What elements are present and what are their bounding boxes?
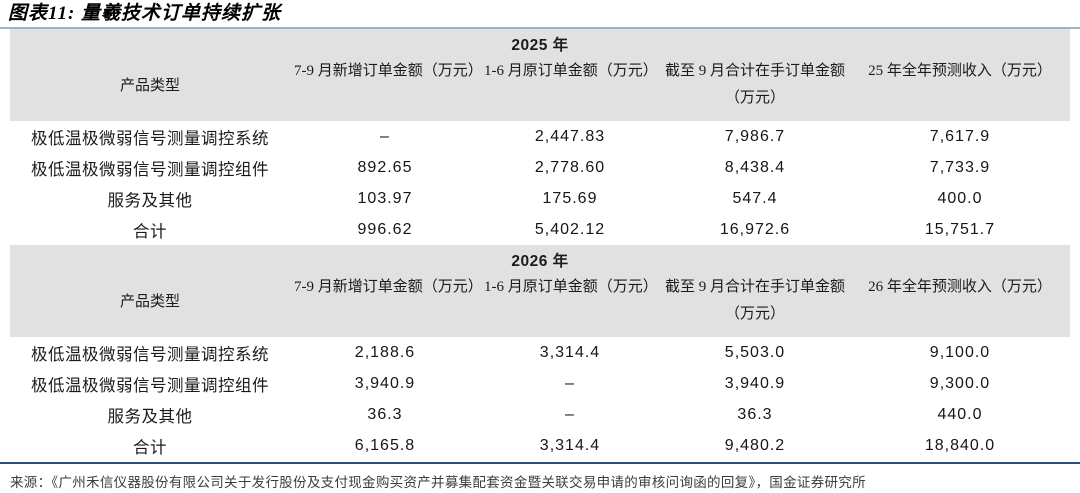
product-type-cell: 合计 [133,221,167,241]
new-orders-cell: 892.65 [357,158,413,176]
table-row: 极低温极微弱信号测量调控系统 2,188.6 3,314.4 5,503.0 9… [10,337,1070,368]
product-type-cell: 极低温极微弱信号测量调控系统 [31,344,269,364]
new-orders-cell: 103.97 [357,189,413,207]
product-type-cell: 极低温极微弱信号测量调控组件 [31,159,269,179]
forecast-revenue-cell: 7,617.9 [929,127,991,145]
column-header-on-hand-orders: 截至 9 月合计在手订单金额（万元） [664,279,845,322]
forecast-revenue-cell: 9,300.0 [929,374,991,392]
table-row: 极低温极微弱信号测量调控系统 – 2,447.83 7,986.7 7,617.… [10,121,1070,152]
column-header-label: 产品类型 [119,293,180,310]
column-header-row: 产品类型 7-9 月新增订单金额（万元） 1-6 月原订单金额（万元） 截至 9… [10,58,1070,114]
product-type-cell: 合计 [133,437,167,457]
original-orders-cell: – [565,405,575,423]
new-orders-cell: 6,165.8 [354,436,416,454]
table-row-total: 合计 996.62 5,402.12 16,972.6 15,751.7 [10,214,1070,245]
forecast-revenue-cell: 9,100.0 [929,343,991,361]
forecast-revenue-cell: 400.0 [937,189,983,207]
table-body-2025: 极低温极微弱信号测量调控系统 – 2,447.83 7,986.7 7,617.… [10,121,1070,245]
new-orders-cell: 3,940.9 [354,374,416,392]
forecast-revenue-cell: 15,751.7 [924,220,996,238]
on-hand-orders-cell: 36.3 [737,405,773,423]
column-header-product: 产品类型 [10,58,290,114]
figure-title: 图表11: 量羲技术订单持续扩张 [8,3,282,24]
header-band-2026: 2026 年 产品类型 7-9 月新增订单金额（万元） 1-6 月原订单金额（万… [10,245,1070,337]
product-type-cell: 极低温极微弱信号测量调控系统 [31,128,269,148]
original-orders-cell: – [565,374,575,392]
on-hand-orders-cell: 7,986.7 [724,127,786,145]
table-row: 极低温极微弱信号测量调控组件 892.65 2,778.60 8,438.4 7… [10,152,1070,183]
original-orders-cell: 2,447.83 [534,127,606,145]
report-figure: 图表11: 量羲技术订单持续扩张 2025 年 产品类型 7-9 月新增订单金额… [0,3,1080,493]
title-divider [0,27,1080,29]
original-orders-cell: 3,314.4 [539,436,601,454]
table-body-2026: 极低温极微弱信号测量调控系统 2,188.6 3,314.4 5,503.0 9… [10,337,1070,461]
on-hand-orders-cell: 5,503.0 [724,343,786,361]
new-orders-cell: 36.3 [367,405,403,423]
column-header-product: 产品类型 [10,274,290,330]
year-label-2026: 2026 年 [511,253,569,270]
column-header-forecast-revenue: 25 年全年预测收入（万元） [868,63,1052,79]
forecast-revenue-cell: 440.0 [937,405,983,423]
year-label-2025: 2025 年 [511,37,569,54]
column-header-label: 产品类型 [119,77,180,94]
table-row: 极低温极微弱信号测量调控组件 3,940.9 – 3,940.9 9,300.0 [10,368,1070,399]
source-note: 来源：《广州禾信仪器股份有限公司关于发行股份及支付现金购买资产并募集配套资金暨关… [10,475,866,490]
new-orders-cell: – [380,127,390,145]
forecast-revenue-cell: 7,733.9 [929,158,991,176]
on-hand-orders-cell: 3,940.9 [724,374,786,392]
table-row: 服务及其他 36.3 – 36.3 440.0 [10,399,1070,430]
column-header-new-orders: 7-9 月新增订单金额（万元） [294,63,483,79]
column-header-forecast-revenue: 26 年全年预测收入（万元） [868,279,1052,295]
on-hand-orders-cell: 8,438.4 [724,158,786,176]
forecast-revenue-cell: 18,840.0 [924,436,996,454]
product-type-cell: 极低温极微弱信号测量调控组件 [31,375,269,395]
original-orders-cell: 175.69 [542,189,598,207]
on-hand-orders-cell: 9,480.2 [724,436,786,454]
new-orders-cell: 2,188.6 [354,343,416,361]
column-header-original-orders: 1-6 月原订单金额（万元） [484,279,658,295]
table-row: 服务及其他 103.97 175.69 547.4 400.0 [10,183,1070,214]
table-row-total: 合计 6,165.8 3,314.4 9,480.2 18,840.0 [10,430,1070,461]
bottom-divider [0,462,1080,464]
new-orders-cell: 996.62 [357,220,413,238]
orders-table: 2025 年 产品类型 7-9 月新增订单金额（万元） 1-6 月原订单金额（万… [10,29,1070,461]
header-band-2025: 2025 年 产品类型 7-9 月新增订单金额（万元） 1-6 月原订单金额（万… [10,29,1070,121]
column-header-new-orders: 7-9 月新增订单金额（万元） [294,279,483,295]
product-type-cell: 服务及其他 [107,406,193,426]
column-header-original-orders: 1-6 月原订单金额（万元） [484,63,658,79]
column-header-on-hand-orders: 截至 9 月合计在手订单金额（万元） [664,63,845,106]
column-header-row: 产品类型 7-9 月新增订单金额（万元） 1-6 月原订单金额（万元） 截至 9… [10,274,1070,330]
original-orders-cell: 3,314.4 [539,343,601,361]
original-orders-cell: 2,778.60 [534,158,606,176]
on-hand-orders-cell: 547.4 [732,189,778,207]
on-hand-orders-cell: 16,972.6 [719,220,791,238]
original-orders-cell: 5,402.12 [534,220,606,238]
product-type-cell: 服务及其他 [107,190,193,210]
